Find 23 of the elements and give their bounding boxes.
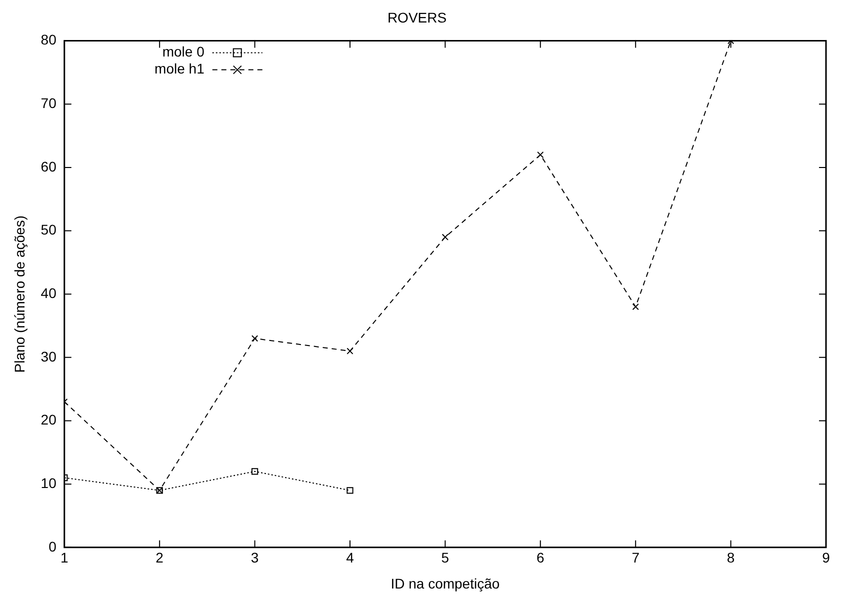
legend-label: mole h1 xyxy=(154,60,205,77)
legend-label: mole 0 xyxy=(162,44,205,60)
x-tick-label: 5 xyxy=(441,550,450,566)
y-tick-label: 10 xyxy=(40,474,57,491)
y-tick-label: 50 xyxy=(40,222,57,238)
y-tick-label: 80 xyxy=(40,32,57,48)
x-tick-label: 7 xyxy=(632,550,640,566)
x-tick-label: 9 xyxy=(822,550,830,566)
y-tick-label: 0 xyxy=(48,538,57,554)
x-tick-label: 4 xyxy=(346,550,354,566)
chart-title: ROVERS xyxy=(387,9,447,26)
x-tick-label: 6 xyxy=(536,550,544,566)
x-tick-label: 8 xyxy=(726,550,735,566)
x-axis-title: ID na competição xyxy=(390,575,500,592)
y-tick-label: 70 xyxy=(40,94,57,111)
y-tick-label: 60 xyxy=(40,158,57,174)
x-tick-label: 3 xyxy=(250,550,259,566)
y-axis-title: Plano (número de ações) xyxy=(11,216,28,373)
y-tick-label: 20 xyxy=(40,412,57,428)
y-tick-label: 40 xyxy=(40,284,57,301)
y-tick-label: 30 xyxy=(40,348,57,364)
x-tick-label: 2 xyxy=(156,550,164,566)
x-tick-label: 1 xyxy=(60,550,68,566)
